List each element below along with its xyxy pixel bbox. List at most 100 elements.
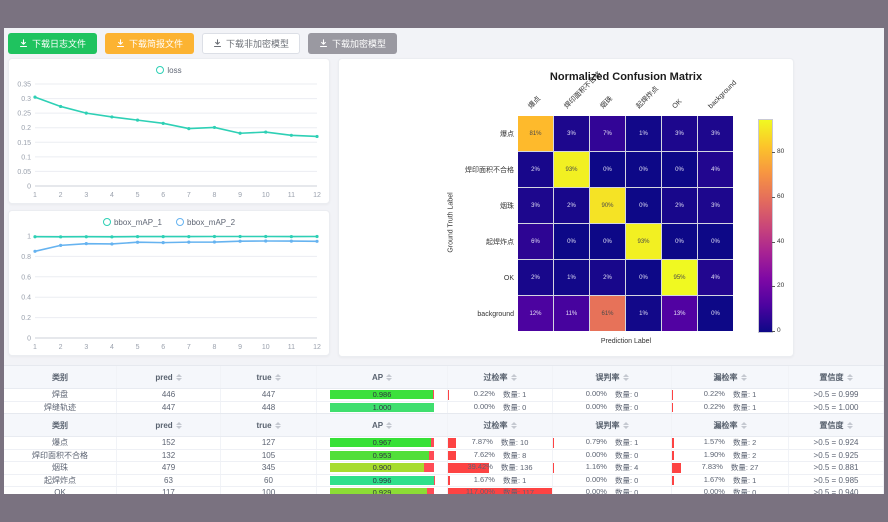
- ap-bar: 0.953: [330, 450, 434, 460]
- col-header-ap[interactable]: AP: [317, 414, 448, 436]
- sort-icon[interactable]: [386, 421, 393, 429]
- col-header-pred[interactable]: pred: [117, 366, 221, 388]
- over-rate-cell: 7.62% 数量: 8: [448, 449, 553, 461]
- sort-icon[interactable]: [175, 421, 182, 429]
- colorbar-tick-label: 20: [777, 282, 785, 290]
- svg-text:3: 3: [84, 192, 88, 199]
- confusion-cell[interactable]: 1%: [626, 296, 661, 331]
- confusion-cell[interactable]: 93%: [626, 224, 661, 259]
- col-header-true[interactable]: true: [221, 414, 317, 436]
- confusion-cell[interactable]: 0%: [698, 224, 733, 259]
- rate-bar: [448, 463, 490, 473]
- rate-bar: [672, 390, 673, 400]
- sort-icon[interactable]: [846, 421, 853, 429]
- confusion-cell[interactable]: 2%: [590, 260, 625, 295]
- confusion-cell[interactable]: 7%: [590, 116, 625, 151]
- confusion-cell[interactable]: 2%: [554, 188, 589, 223]
- rate-text: 39.42% 数量: 136: [467, 462, 533, 473]
- col-header-ap[interactable]: AP: [317, 366, 448, 388]
- confusion-cell[interactable]: 0%: [698, 296, 733, 331]
- col-header-conf[interactable]: 置信度: [789, 414, 884, 436]
- legend-item-bbox_mAP_1[interactable]: bbox_mAP_1: [102, 218, 162, 227]
- sort-icon[interactable]: [274, 373, 281, 381]
- confusion-cell[interactable]: 0%: [662, 224, 697, 259]
- confusion-cell[interactable]: 11%: [554, 296, 589, 331]
- download-unencrypted-model-button[interactable]: 下载非加密模型: [202, 33, 301, 54]
- confusion-cell[interactable]: 1%: [554, 260, 589, 295]
- sort-icon[interactable]: [386, 373, 393, 381]
- sort-icon[interactable]: [510, 421, 517, 429]
- confusion-cell[interactable]: 12%: [518, 296, 553, 331]
- confusion-cell[interactable]: 6%: [518, 224, 553, 259]
- confusion-cell[interactable]: 81%: [518, 116, 553, 151]
- confusion-cell[interactable]: 2%: [518, 152, 553, 187]
- loss-chart[interactable]: 00.050.10.150.20.250.30.351 2 3 4 5 6 7 8 9 10 11 1…: [9, 78, 329, 202]
- confusion-cell[interactable]: 13%: [662, 296, 697, 331]
- confusion-cell[interactable]: 3%: [554, 116, 589, 151]
- col-header-over[interactable]: 过检率: [448, 366, 553, 388]
- col-header-miss[interactable]: 漏检率: [672, 366, 789, 388]
- class-cell: 起焊炸点: [4, 474, 117, 486]
- confusion-cell[interactable]: 0%: [626, 260, 661, 295]
- confusion-cell[interactable]: 0%: [662, 152, 697, 187]
- confusion-cell[interactable]: 1%: [626, 116, 661, 151]
- ap-bar: 0.929: [330, 488, 434, 494]
- col-header-over[interactable]: 过检率: [448, 414, 553, 436]
- col-header-mis[interactable]: 误判率: [553, 414, 672, 436]
- confusion-cell[interactable]: 4%: [698, 260, 733, 295]
- sort-icon[interactable]: [622, 421, 629, 429]
- confusion-cell[interactable]: 95%: [662, 260, 697, 295]
- confusion-matrix-title: Normalized Confusion Matrix: [549, 71, 703, 83]
- sort-icon[interactable]: [846, 373, 853, 381]
- confidence-cell: >0.5 = 0.925: [789, 449, 884, 461]
- confusion-cell[interactable]: 3%: [698, 188, 733, 223]
- sort-icon[interactable]: [175, 373, 182, 381]
- confusion-cell[interactable]: 0%: [590, 224, 625, 259]
- over-rate-cell: 1.67% 数量: 1: [448, 474, 553, 486]
- confusion-cell[interactable]: 90%: [590, 188, 625, 223]
- colorbar: [758, 119, 773, 333]
- svg-text:0.1: 0.1: [21, 154, 31, 161]
- mis-rate-cell: 1.16% 数量: 4: [553, 462, 672, 474]
- download-report-button[interactable]: 下载简报文件: [105, 33, 195, 54]
- legend-item-bbox_mAP_2[interactable]: bbox_mAP_2: [176, 218, 235, 227]
- svg-text:12: 12: [313, 192, 321, 199]
- confusion-cell[interactable]: 4%: [698, 152, 733, 187]
- confusion-cell[interactable]: 3%: [698, 116, 733, 151]
- legend-label: loss: [167, 65, 182, 75]
- svg-text:1: 1: [33, 192, 37, 199]
- sort-icon[interactable]: [510, 373, 517, 381]
- cm-col-label: OK: [671, 98, 684, 111]
- sort-icon[interactable]: [740, 421, 747, 429]
- confusion-cell[interactable]: 0%: [626, 188, 661, 223]
- rate-text: 1.90% 数量: 2: [703, 449, 757, 460]
- col-header-miss[interactable]: 漏检率: [672, 414, 789, 436]
- confusion-cell[interactable]: 93%: [554, 152, 589, 187]
- download-encrypted-model-button[interactable]: 下载加密模型: [308, 33, 398, 54]
- rate-text: 0.22% 数量: 1: [703, 401, 757, 412]
- colorbar-tick: [772, 331, 775, 332]
- confusion-cell[interactable]: 2%: [518, 260, 553, 295]
- confusion-cell[interactable]: 0%: [626, 152, 661, 187]
- confusion-cell[interactable]: 3%: [518, 188, 553, 223]
- confusion-matrix-xlabel: Prediction Label: [600, 338, 652, 345]
- col-header-conf[interactable]: 置信度: [789, 366, 884, 388]
- map-chart[interactable]: 00.20.40.60.811 2 3 4 5 6 7 8 9 10 11 12: [9, 230, 329, 354]
- svg-text:3: 3: [84, 344, 88, 351]
- confusion-cell[interactable]: 3%: [662, 116, 697, 151]
- confusion-cell[interactable]: 0%: [554, 224, 589, 259]
- sort-icon[interactable]: [622, 373, 629, 381]
- col-header-pred[interactable]: pred: [117, 414, 221, 436]
- pred-cell: 446: [117, 389, 221, 401]
- col-header-true[interactable]: true: [221, 366, 317, 388]
- sort-icon[interactable]: [274, 421, 281, 429]
- legend-item-loss[interactable]: loss: [156, 65, 182, 75]
- col-header-mis[interactable]: 误判率: [553, 366, 672, 388]
- sort-icon[interactable]: [740, 373, 747, 381]
- confusion-cell[interactable]: 0%: [590, 152, 625, 187]
- confusion-cell[interactable]: 2%: [662, 188, 697, 223]
- download-log-button[interactable]: 下载日志文件: [8, 33, 98, 54]
- svg-text:4: 4: [110, 192, 114, 199]
- confusion-cell[interactable]: 61%: [590, 296, 625, 331]
- cm-row-label: background: [477, 310, 514, 318]
